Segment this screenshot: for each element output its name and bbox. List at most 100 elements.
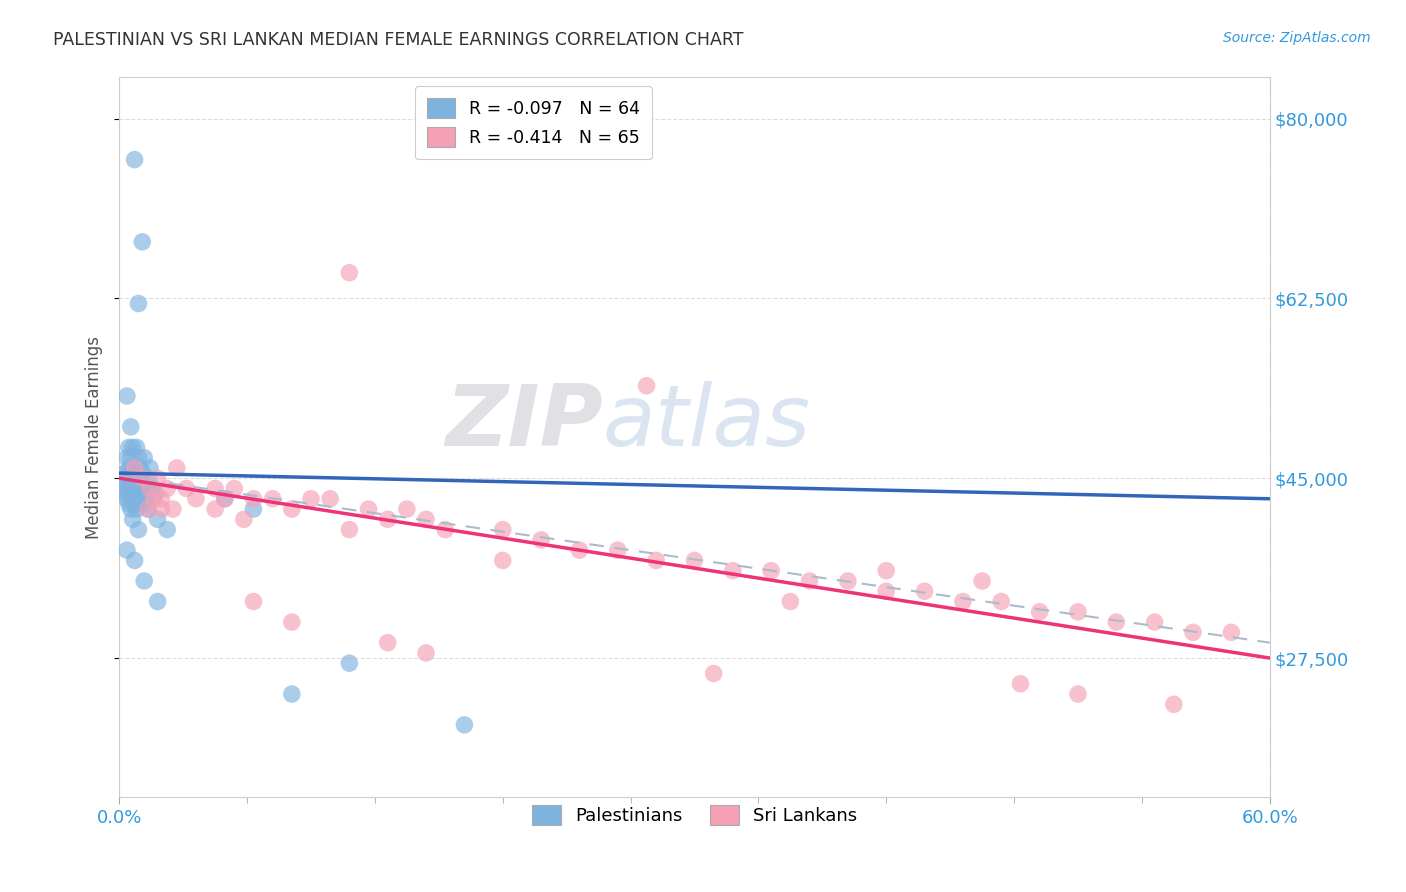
Sri Lankans bbox=[1220, 625, 1243, 640]
Sri Lankans bbox=[124, 461, 146, 475]
Sri Lankans bbox=[162, 502, 184, 516]
Sri Lankans bbox=[799, 574, 821, 588]
Palestinians bbox=[281, 687, 304, 701]
Sri Lankans bbox=[1010, 677, 1032, 691]
Palestinians bbox=[115, 543, 138, 558]
Palestinians bbox=[145, 486, 167, 500]
Sri Lankans bbox=[337, 266, 360, 280]
Palestinians bbox=[124, 497, 146, 511]
Palestinians bbox=[134, 574, 156, 588]
Palestinians bbox=[337, 656, 360, 670]
Palestinians bbox=[125, 482, 148, 496]
Palestinians bbox=[121, 441, 143, 455]
Legend: Palestinians, Sri Lankans: Palestinians, Sri Lankans bbox=[523, 796, 866, 835]
Palestinians bbox=[114, 476, 136, 491]
Sri Lankans bbox=[204, 502, 226, 516]
Palestinians bbox=[120, 482, 142, 496]
Sri Lankans bbox=[434, 523, 457, 537]
Sri Lankans bbox=[990, 594, 1012, 608]
Sri Lankans bbox=[1105, 615, 1128, 629]
Palestinians bbox=[118, 476, 141, 491]
Text: ZIP: ZIP bbox=[444, 381, 602, 464]
Palestinians bbox=[134, 497, 156, 511]
Palestinians bbox=[118, 461, 141, 475]
Sri Lankans bbox=[972, 574, 994, 588]
Palestinians bbox=[121, 491, 143, 506]
Palestinians bbox=[121, 476, 143, 491]
Sri Lankans bbox=[232, 512, 254, 526]
Sri Lankans bbox=[357, 502, 380, 516]
Sri Lankans bbox=[142, 491, 165, 506]
Sri Lankans bbox=[759, 564, 782, 578]
Palestinians bbox=[146, 512, 169, 526]
Sri Lankans bbox=[139, 482, 162, 496]
Sri Lankans bbox=[299, 491, 322, 506]
Sri Lankans bbox=[492, 523, 515, 537]
Palestinians bbox=[127, 523, 149, 537]
Palestinians bbox=[118, 486, 141, 500]
Sri Lankans bbox=[156, 482, 179, 496]
Sri Lankans bbox=[683, 553, 706, 567]
Sri Lankans bbox=[721, 564, 744, 578]
Palestinians bbox=[156, 523, 179, 537]
Sri Lankans bbox=[530, 533, 553, 547]
Sri Lankans bbox=[606, 543, 628, 558]
Palestinians bbox=[139, 461, 162, 475]
Palestinians bbox=[114, 486, 136, 500]
Sri Lankans bbox=[1028, 605, 1050, 619]
Palestinians bbox=[131, 466, 153, 480]
Palestinians bbox=[115, 482, 138, 496]
Palestinians bbox=[134, 476, 156, 491]
Palestinians bbox=[129, 471, 152, 485]
Palestinians bbox=[118, 441, 141, 455]
Sri Lankans bbox=[1067, 687, 1090, 701]
Palestinians bbox=[118, 466, 141, 480]
Palestinians bbox=[120, 471, 142, 485]
Palestinians bbox=[115, 471, 138, 485]
Sri Lankans bbox=[1067, 605, 1090, 619]
Sri Lankans bbox=[204, 482, 226, 496]
Sri Lankans bbox=[242, 491, 264, 506]
Sri Lankans bbox=[1182, 625, 1205, 640]
Palestinians bbox=[136, 502, 159, 516]
Sri Lankans bbox=[262, 491, 284, 506]
Palestinians bbox=[114, 466, 136, 480]
Palestinians bbox=[134, 450, 156, 465]
Palestinians bbox=[214, 491, 236, 506]
Palestinians bbox=[453, 718, 475, 732]
Palestinians bbox=[125, 476, 148, 491]
Sri Lankans bbox=[214, 491, 236, 506]
Palestinians bbox=[115, 491, 138, 506]
Palestinians bbox=[120, 450, 142, 465]
Sri Lankans bbox=[224, 482, 246, 496]
Sri Lankans bbox=[377, 512, 399, 526]
Sri Lankans bbox=[176, 482, 198, 496]
Sri Lankans bbox=[150, 502, 173, 516]
Sri Lankans bbox=[131, 471, 153, 485]
Palestinians bbox=[146, 594, 169, 608]
Sri Lankans bbox=[492, 553, 515, 567]
Sri Lankans bbox=[337, 523, 360, 537]
Sri Lankans bbox=[703, 666, 725, 681]
Palestinians bbox=[127, 450, 149, 465]
Palestinians bbox=[124, 471, 146, 485]
Palestinians bbox=[118, 497, 141, 511]
Palestinians bbox=[127, 491, 149, 506]
Sri Lankans bbox=[1163, 698, 1185, 712]
Sri Lankans bbox=[146, 471, 169, 485]
Palestinians bbox=[124, 486, 146, 500]
Sri Lankans bbox=[568, 543, 591, 558]
Sri Lankans bbox=[1143, 615, 1166, 629]
Palestinians bbox=[124, 153, 146, 167]
Palestinians bbox=[131, 482, 153, 496]
Sri Lankans bbox=[281, 615, 304, 629]
Palestinians bbox=[120, 420, 142, 434]
Sri Lankans bbox=[415, 512, 437, 526]
Palestinians bbox=[124, 553, 146, 567]
Sri Lankans bbox=[875, 564, 897, 578]
Sri Lankans bbox=[837, 574, 859, 588]
Sri Lankans bbox=[952, 594, 974, 608]
Palestinians bbox=[115, 389, 138, 403]
Sri Lankans bbox=[395, 502, 418, 516]
Palestinians bbox=[127, 296, 149, 310]
